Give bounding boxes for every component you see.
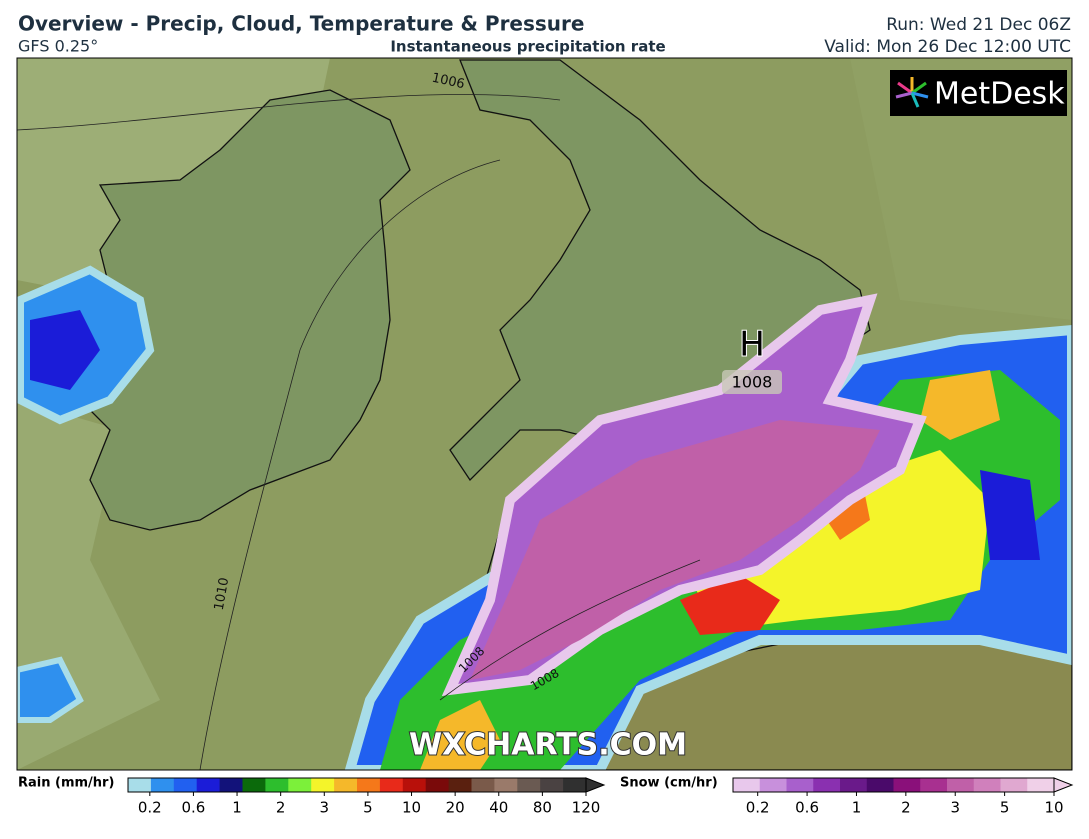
colorbar-segment — [471, 778, 495, 792]
colorbar-segment — [288, 778, 312, 792]
colorbar-arrow — [1053, 777, 1074, 793]
colorbar-segment — [494, 778, 518, 792]
colorbar-segment — [311, 778, 335, 792]
colorbar-segment — [973, 778, 1001, 792]
colorbar-tick-label: 1 — [852, 799, 862, 817]
high-pressure: 1008 — [732, 373, 773, 392]
field: Instantaneous precipitation rate — [390, 38, 665, 56]
colorbar-segment — [425, 778, 450, 792]
colorbar-tick-label: 2 — [276, 799, 286, 817]
colorbar-tick-label: 10 — [1044, 799, 1063, 817]
colorbar-tick-label: 0.2 — [138, 799, 162, 817]
precip-snow — [470, 420, 880, 680]
colorbar-tick-label: 0.6 — [795, 799, 819, 817]
snow-legend-label: Snow (cm/hr) — [620, 776, 718, 791]
colorbar-segment — [265, 778, 289, 792]
high-symbol: H — [739, 325, 765, 365]
precip-rain — [420, 700, 500, 770]
title: Overview - Precip, Cloud, Temperature & … — [18, 12, 584, 36]
colorbar-segment — [1027, 778, 1055, 792]
colorbar-arrow — [585, 777, 606, 793]
map-frame — [16, 57, 1073, 771]
colorbar-segment — [759, 778, 787, 792]
colorbar-segment — [334, 778, 358, 792]
model: GFS 0.25° — [18, 37, 98, 56]
colorbar-tick-label: 1 — [232, 799, 242, 817]
colorbar-segment — [893, 778, 921, 792]
colorbar-tick-label: 3 — [950, 799, 960, 817]
colorbar-segment — [379, 778, 404, 792]
colorbar-segment — [402, 778, 427, 792]
precip — [30, 310, 100, 390]
colorbar-segment — [947, 778, 975, 792]
colorbar-tick-label: 80 — [533, 799, 552, 817]
colorbar-segment — [196, 778, 221, 792]
valid: Valid: Mon 26 Dec 12:00 UTC — [824, 37, 1071, 57]
colorbar-tick-label: 2 — [901, 799, 911, 817]
colorbar-tick-label: 120 — [572, 799, 601, 817]
colorbar-segment — [840, 778, 868, 792]
colorbar-segment — [1000, 778, 1028, 792]
colorbar-segment — [517, 778, 541, 792]
colorbar-segment — [448, 778, 472, 792]
logo-mark — [895, 77, 929, 108]
colorbar-tick-label: 3 — [320, 799, 330, 817]
rain-legend-label: Rain (mm/hr) — [18, 776, 114, 791]
isobar-label: 1006 — [430, 71, 465, 93]
colorbar-segment — [357, 778, 381, 792]
colorbar-tick-label: 5 — [1000, 799, 1010, 817]
precip-rain — [920, 370, 1000, 440]
precip-rain — [680, 575, 780, 635]
label-box — [722, 370, 782, 394]
colorbar-segment — [866, 778, 894, 792]
isobar — [439, 559, 701, 701]
colorbar-segment — [242, 778, 266, 792]
logo-text: MetDesk — [934, 77, 1065, 112]
colorbar-tick-label: 0.6 — [181, 799, 205, 817]
colorbar-tick-label: 20 — [446, 799, 465, 817]
colorbar-tick-label: 40 — [489, 799, 508, 817]
colorbar-segment — [920, 778, 948, 792]
colorbar-segment — [813, 778, 841, 792]
colorbar-frame — [732, 777, 1055, 793]
precip — [17, 656, 84, 723]
run: Run: Wed 21 Dec 06Z — [886, 15, 1071, 35]
colorbar-segment — [540, 778, 564, 792]
precip-rain — [980, 470, 1040, 560]
colorbar-frame — [127, 777, 587, 793]
isobar-label: 1010 — [212, 576, 233, 611]
colorbar-tick-label: 0.2 — [746, 799, 770, 817]
isobar — [199, 159, 501, 770]
colorbar-tick-label: 5 — [363, 799, 373, 817]
colorbar-tick-label: 10 — [402, 799, 421, 817]
colorbar-segment — [150, 778, 175, 792]
colorbar-segment — [563, 778, 587, 792]
map: 1006 1010 1008 1008 H 1008 WXCHARTS.COM … — [16, 57, 1073, 771]
logo-box — [890, 70, 1067, 116]
cloud — [850, 58, 1072, 320]
isobar — [17, 94, 561, 131]
colorbar-segment — [219, 778, 243, 792]
colorbar-segment — [786, 778, 814, 792]
colorbar-segment — [128, 778, 152, 792]
colorbar-segment — [733, 778, 761, 792]
watermark: WXCHARTS.COM — [409, 728, 687, 763]
colorbar-segment — [173, 778, 198, 792]
